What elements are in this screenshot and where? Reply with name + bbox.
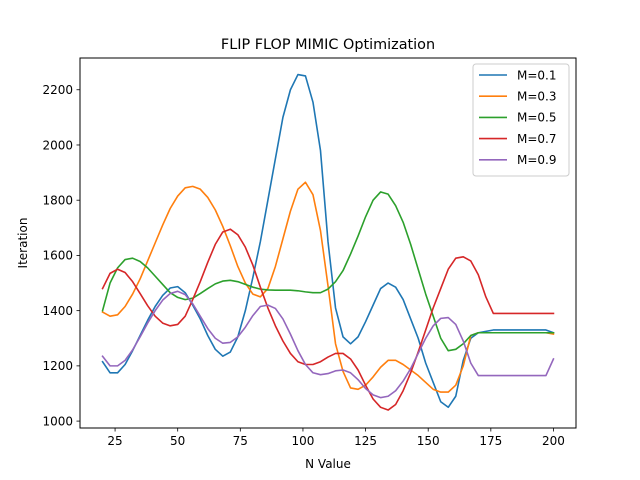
legend-entry-label: M=0.9 bbox=[517, 153, 557, 167]
x-axis-label: N Value bbox=[305, 457, 351, 471]
legend-box bbox=[472, 63, 570, 177]
legend-entry-label: M=0.5 bbox=[517, 111, 557, 125]
x-tick-label: 50 bbox=[170, 434, 185, 448]
legend: M=0.1 M=0.3 M=0.5 M=0.7 M=0.9 bbox=[472, 63, 570, 177]
x-axis: 25 50 75 100 125 150 175 200 bbox=[107, 428, 565, 448]
legend-entry-label: M=0.7 bbox=[517, 132, 557, 146]
legend-entry-label: M=0.3 bbox=[517, 90, 557, 104]
x-tick-label: 175 bbox=[479, 434, 502, 448]
y-tick-label: 1000 bbox=[42, 414, 73, 428]
x-tick-label: 200 bbox=[542, 434, 565, 448]
legend-entry-label: M=0.1 bbox=[517, 68, 557, 82]
plot-frame bbox=[79, 57, 577, 429]
y-tick-label: 1800 bbox=[42, 194, 73, 208]
y-tick-label: 2000 bbox=[42, 138, 73, 152]
y-tick-label: 1400 bbox=[42, 304, 73, 318]
x-tick-label: 125 bbox=[354, 434, 377, 448]
x-tick-label: 150 bbox=[417, 434, 440, 448]
x-tick-label: 100 bbox=[291, 434, 314, 448]
series-line-m-0-5 bbox=[101, 191, 555, 352]
y-tick-label: 2200 bbox=[42, 83, 73, 97]
chart-title: FLIP FLOP MIMIC Optimization bbox=[221, 37, 435, 53]
y-tick-label: 1200 bbox=[42, 359, 73, 373]
y-tick-label: 1600 bbox=[42, 249, 73, 263]
series-group bbox=[101, 73, 555, 411]
x-tick-label: 75 bbox=[233, 434, 248, 448]
y-axis-label: Iteration bbox=[16, 218, 30, 269]
series-line-m-0-7 bbox=[101, 228, 555, 411]
y-axis: 1000 1200 1400 1600 1800 2000 2200 bbox=[42, 83, 80, 428]
series-line-m-0-9 bbox=[101, 290, 555, 399]
x-tick-label: 25 bbox=[107, 434, 122, 448]
